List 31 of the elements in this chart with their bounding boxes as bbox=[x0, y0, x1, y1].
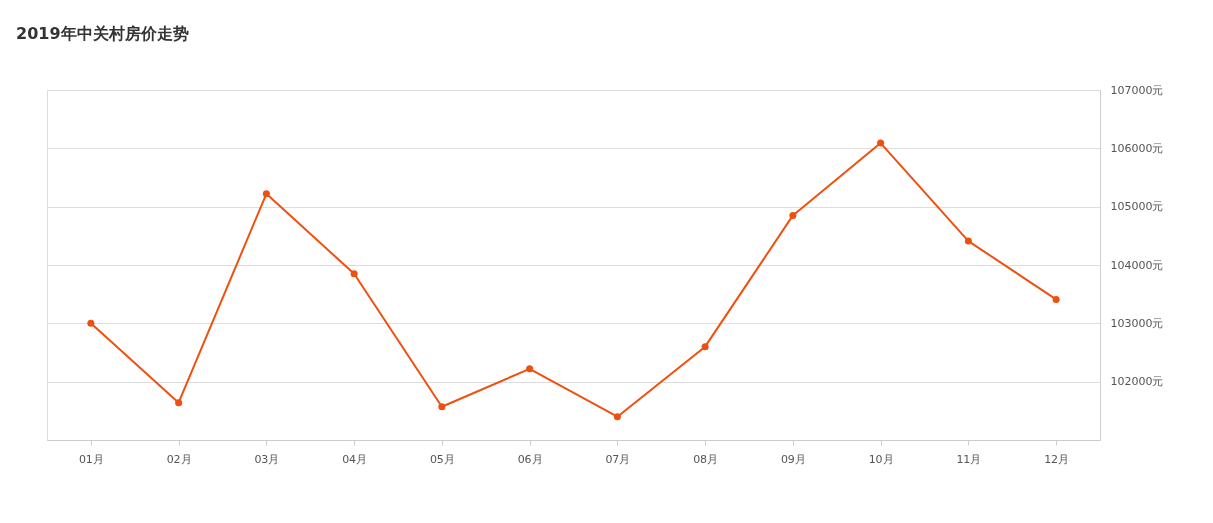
y-tick-label: 103000元 bbox=[1110, 316, 1164, 330]
x-tick-label: 06月 bbox=[517, 452, 543, 466]
y-tick-label: 102000元 bbox=[1110, 375, 1164, 389]
x-tick-label: 09月 bbox=[780, 452, 806, 466]
y-tick-label: 105000元 bbox=[1110, 200, 1164, 214]
point bbox=[964, 237, 972, 245]
x-tick-label: 08月 bbox=[693, 452, 719, 466]
point bbox=[526, 365, 534, 373]
x-tick-label: 10月 bbox=[868, 452, 894, 466]
x-tick-label: 01月 bbox=[78, 452, 104, 466]
point bbox=[262, 190, 270, 198]
point bbox=[789, 211, 797, 219]
y-tick-label: 107000元 bbox=[1110, 83, 1164, 97]
x-tick-label: 12月 bbox=[1044, 452, 1070, 466]
point bbox=[350, 270, 358, 278]
x-tick-label: 07月 bbox=[605, 452, 631, 466]
x-tick-label: 02月 bbox=[166, 452, 192, 466]
x-tick-label: 03月 bbox=[254, 452, 280, 466]
point bbox=[1052, 295, 1060, 303]
point bbox=[438, 403, 446, 411]
x-tick-label: 11月 bbox=[956, 452, 982, 466]
point bbox=[613, 413, 621, 421]
y-tick-label: 106000元 bbox=[1110, 141, 1164, 155]
chart-title: 2019年中关村房价走势 bbox=[16, 24, 189, 43]
point bbox=[701, 343, 709, 351]
y-tick-label: 104000元 bbox=[1110, 258, 1164, 272]
point bbox=[87, 319, 95, 327]
point bbox=[175, 399, 183, 407]
x-tick-label: 04月 bbox=[342, 452, 368, 466]
point bbox=[877, 139, 885, 147]
x-tick-label: 05月 bbox=[429, 452, 455, 466]
